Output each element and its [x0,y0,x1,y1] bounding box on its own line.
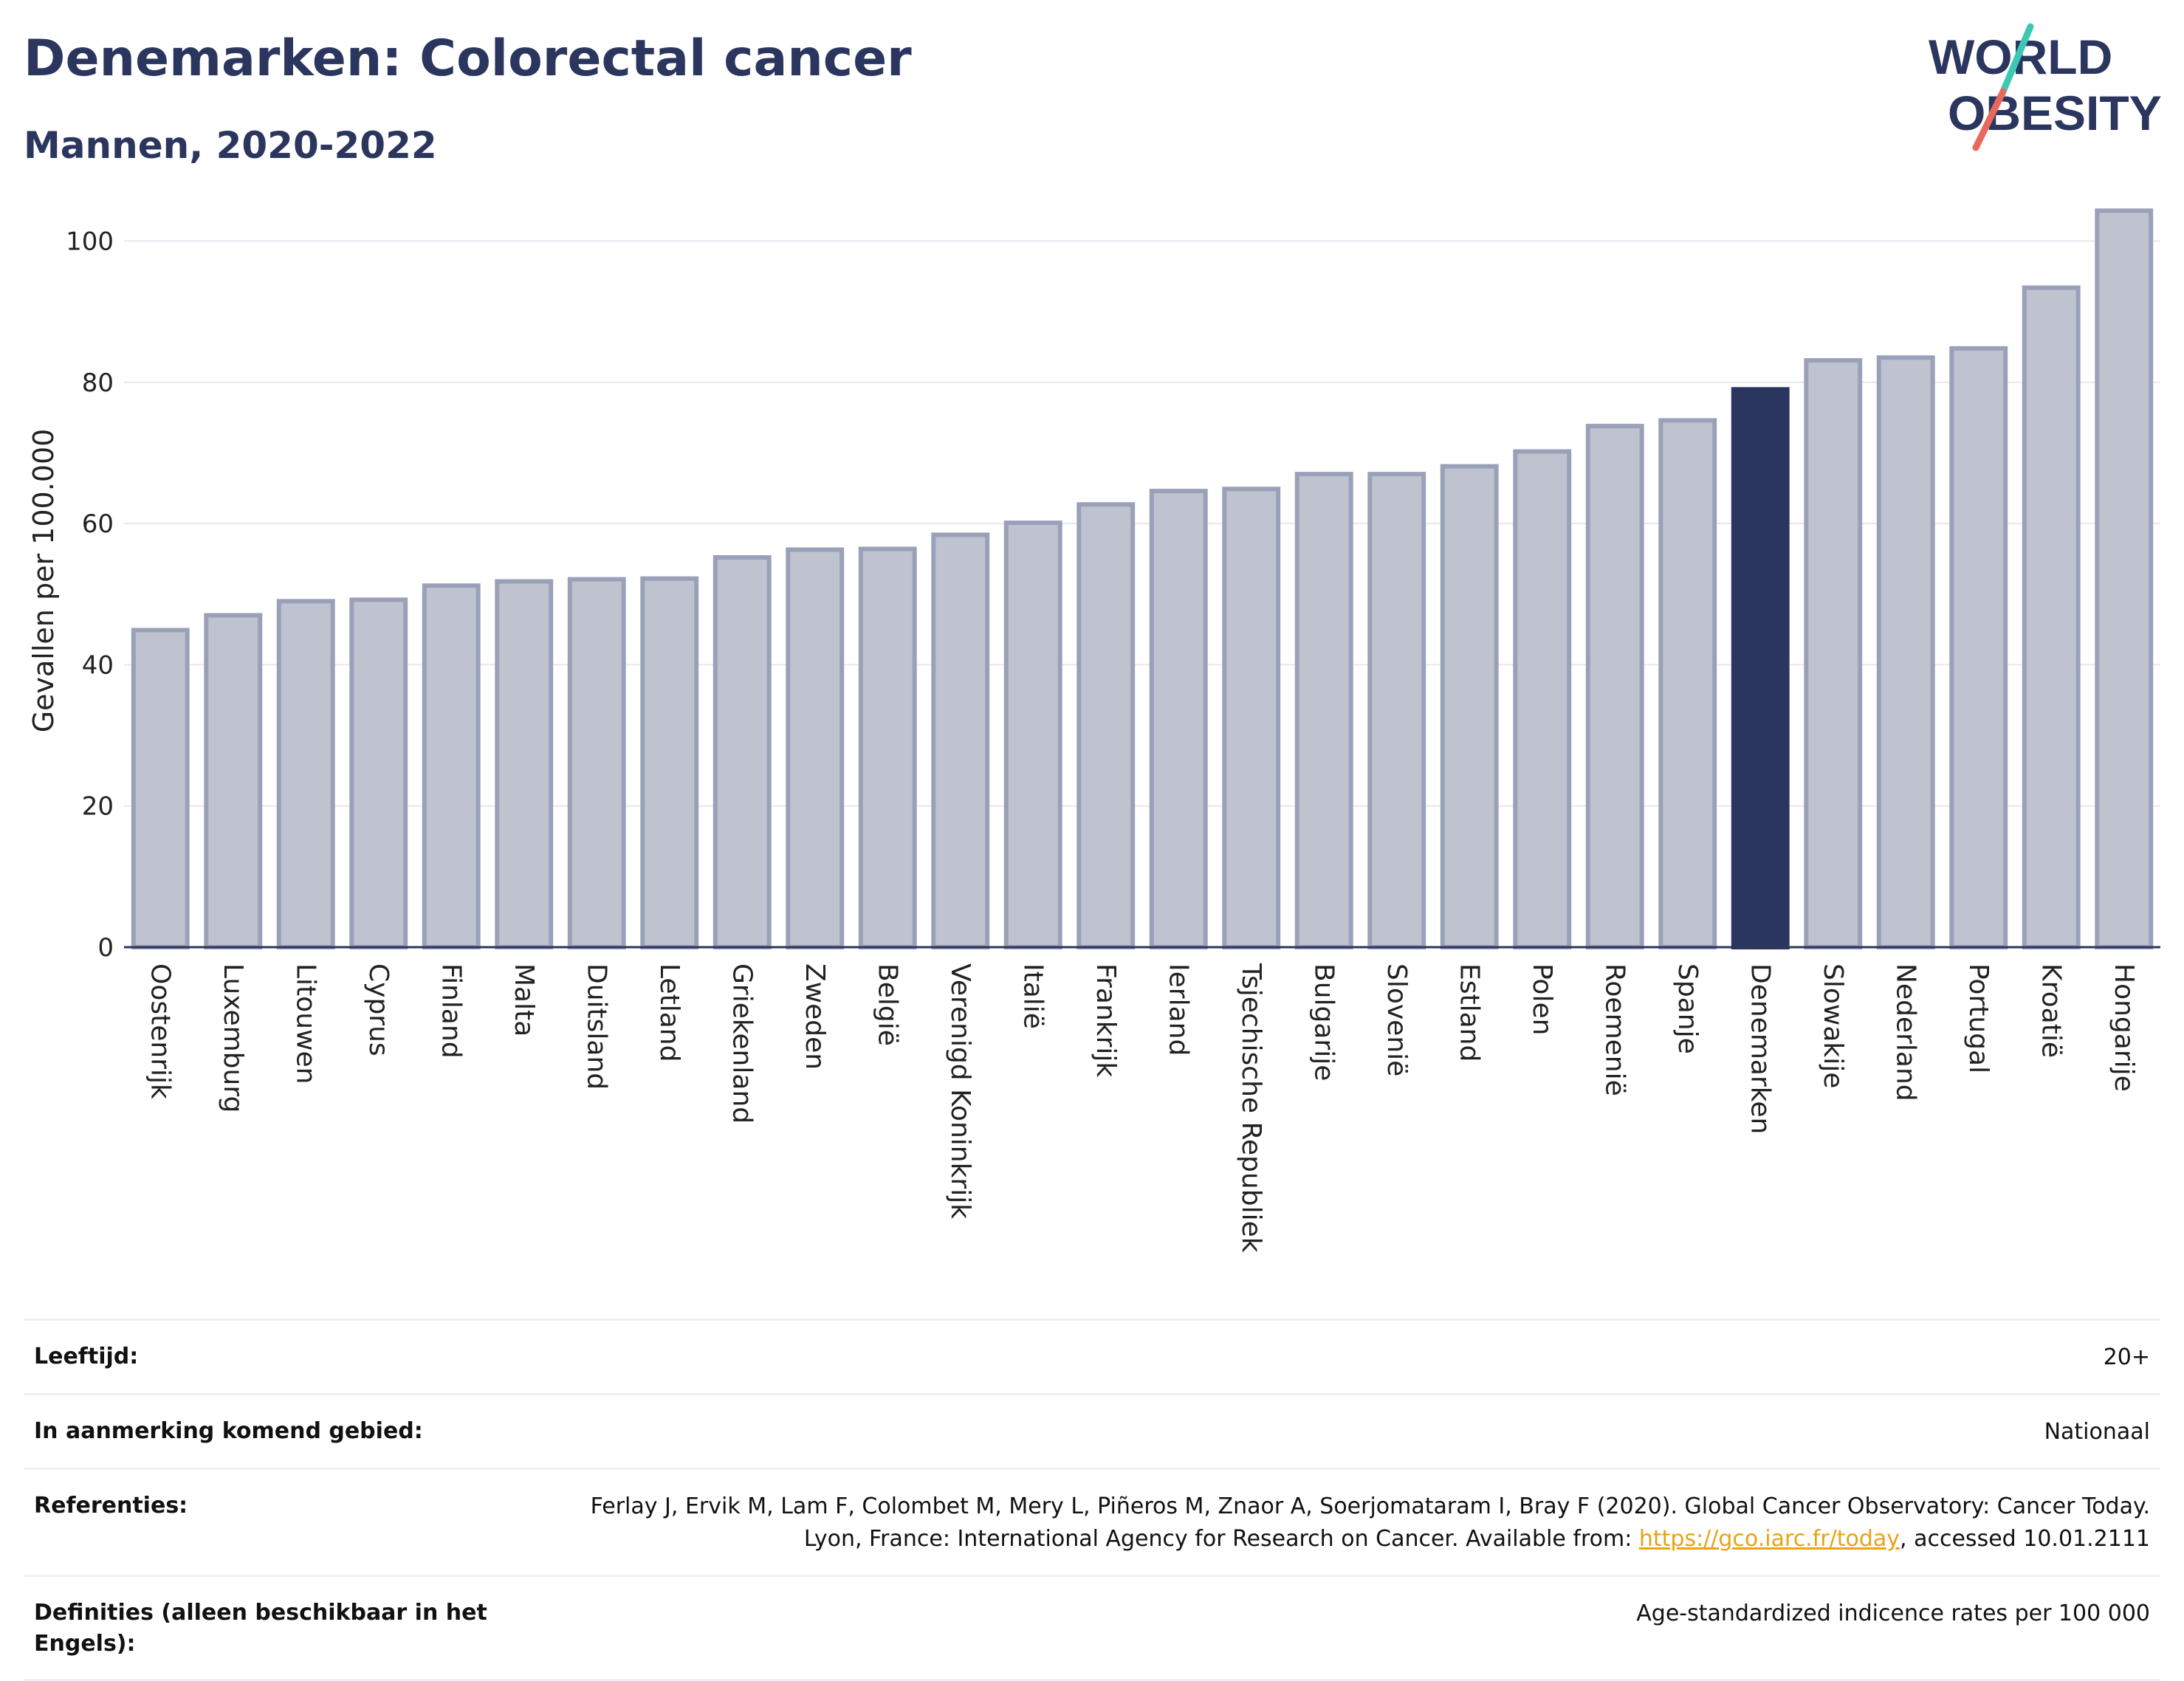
x-tick-label: Slowakije [1818,963,1848,1088]
x-tick-label: Griekenland [727,963,757,1124]
meta-label: In aanmerking komend gebied: [34,1418,423,1444]
bar [2095,208,2154,949]
meta-row-references: Referenties: Ferlay J, Ervik M, Lam F, C… [24,1468,2160,1575]
bar [1658,418,1717,949]
x-tick-label: Malta [509,963,539,1037]
bar [1003,520,1062,949]
bars [131,208,2154,950]
page-subtitle: Mannen, 2020-2022 [24,124,437,167]
meta-value: Age-standardized indicence rates per 100… [1636,1601,2150,1626]
meta-value-references: Ferlay J, Ervik M, Lam F, Colombet M, Me… [563,1491,2150,1555]
bar [1804,358,1863,949]
x-tick-label: Verenigd Koninkrijk [945,963,975,1219]
bar [931,532,990,949]
bar [276,599,335,950]
meta-row-definitions: Definities (alleen beschikbaar in het En… [24,1575,2160,1681]
bar [1367,472,1426,949]
bar [1513,449,1572,949]
bar [640,576,699,949]
x-tick-label: Spanje [1672,963,1703,1054]
x-tick-label: Tsjechische Republiek [1236,963,1266,1253]
bar-chart: 0 20 40 60 80 100 Oostenrijk Luxemburg Litouwen C… [27,208,2160,1253]
x-tick-label: Denemarken [1745,963,1775,1134]
bar [131,628,190,949]
reference-text: Ferlay J, Ervik M, Lam F, Colombet M, Me… [590,1493,2150,1552]
bar [1585,424,1644,949]
x-tick-label: Zweden [800,963,830,1070]
x-tick-label: Slovenië [1381,963,1412,1076]
bar [1222,487,1281,949]
x-tick-label: Hongarije [2109,963,2139,1092]
x-tick-label: Luxemburg [218,963,248,1113]
bar [422,583,481,949]
y-axis-title: Gevallen per 100.000 [27,429,60,733]
bar [1731,387,1790,949]
world-obesity-logo: WORLD OBESITY [1929,23,2162,151]
x-tick-label: Cyprus [363,963,394,1056]
meta-value: 20+ [2103,1344,2150,1370]
bar [1294,472,1353,949]
bar [2022,285,2081,949]
x-tick-label: Ierland [1163,963,1193,1056]
meta-row-area: In aanmerking komend gebied: Nationaal [24,1393,2160,1468]
tick-labels: 0 20 40 60 80 100 Oostenrijk Luxemburg Litouwen C… [27,227,2139,1253]
reference-accessed: , accessed 10.01.2111 [1900,1526,2150,1552]
meta-label: Leeftijd: [34,1344,139,1369]
bar [1876,355,1935,949]
x-tick-label: Portugal [1963,963,1994,1073]
x-tick-label: Bulgarije [1308,963,1339,1081]
y-tick-label: 80 [82,368,114,398]
x-tick-label: Estland [1454,963,1484,1062]
bar [349,597,408,950]
bar [204,613,263,949]
x-tick-label: België [872,963,902,1046]
bar [1076,502,1136,949]
bar [567,577,626,949]
page-title: Denemarken: Colorectal cancer [24,30,912,88]
meta-label: Definities (alleen beschikbaar in het En… [34,1600,487,1657]
x-tick-label: Litouwen [290,963,320,1084]
bar [495,579,554,949]
meta-label: Referenties: [34,1493,188,1519]
x-tick-label: Finland [436,963,466,1059]
bar [1949,346,2008,950]
x-tick-label: Italië [1017,963,1048,1029]
bar [786,547,845,949]
x-tick-label: Polen [1527,963,1557,1035]
y-tick-label: 60 [82,509,114,539]
x-tick-label: Kroatië [2036,963,2066,1058]
bar [858,546,917,949]
logo-slash-teal [1999,23,2034,95]
y-tick-label: 40 [82,650,114,680]
metadata-table: Leeftijd: 20+ In aanmerking komend gebie… [24,1319,2160,1681]
reference-link[interactable]: https://gco.iarc.fr/today [1638,1526,1900,1552]
y-tick-label: 0 [97,933,114,963]
logo-slash-red [1972,88,2007,151]
bar [1440,464,1499,949]
meta-value: Nationaal [2044,1419,2150,1445]
bar [712,555,772,949]
x-tick-label: Roemenië [1599,963,1630,1096]
meta-row-age: Leeftijd: 20+ [24,1319,2160,1393]
x-tick-label: Nederland [1890,963,1920,1101]
bar [1149,489,1208,949]
x-tick-label: Frankrijk [1091,963,1121,1077]
x-tick-label: Letland [654,963,684,1062]
x-tick-label: Duitsland [581,963,611,1090]
y-tick-label: 100 [66,227,114,257]
x-tick-label: Oostenrijk [145,963,175,1099]
y-tick-label: 20 [82,792,114,822]
